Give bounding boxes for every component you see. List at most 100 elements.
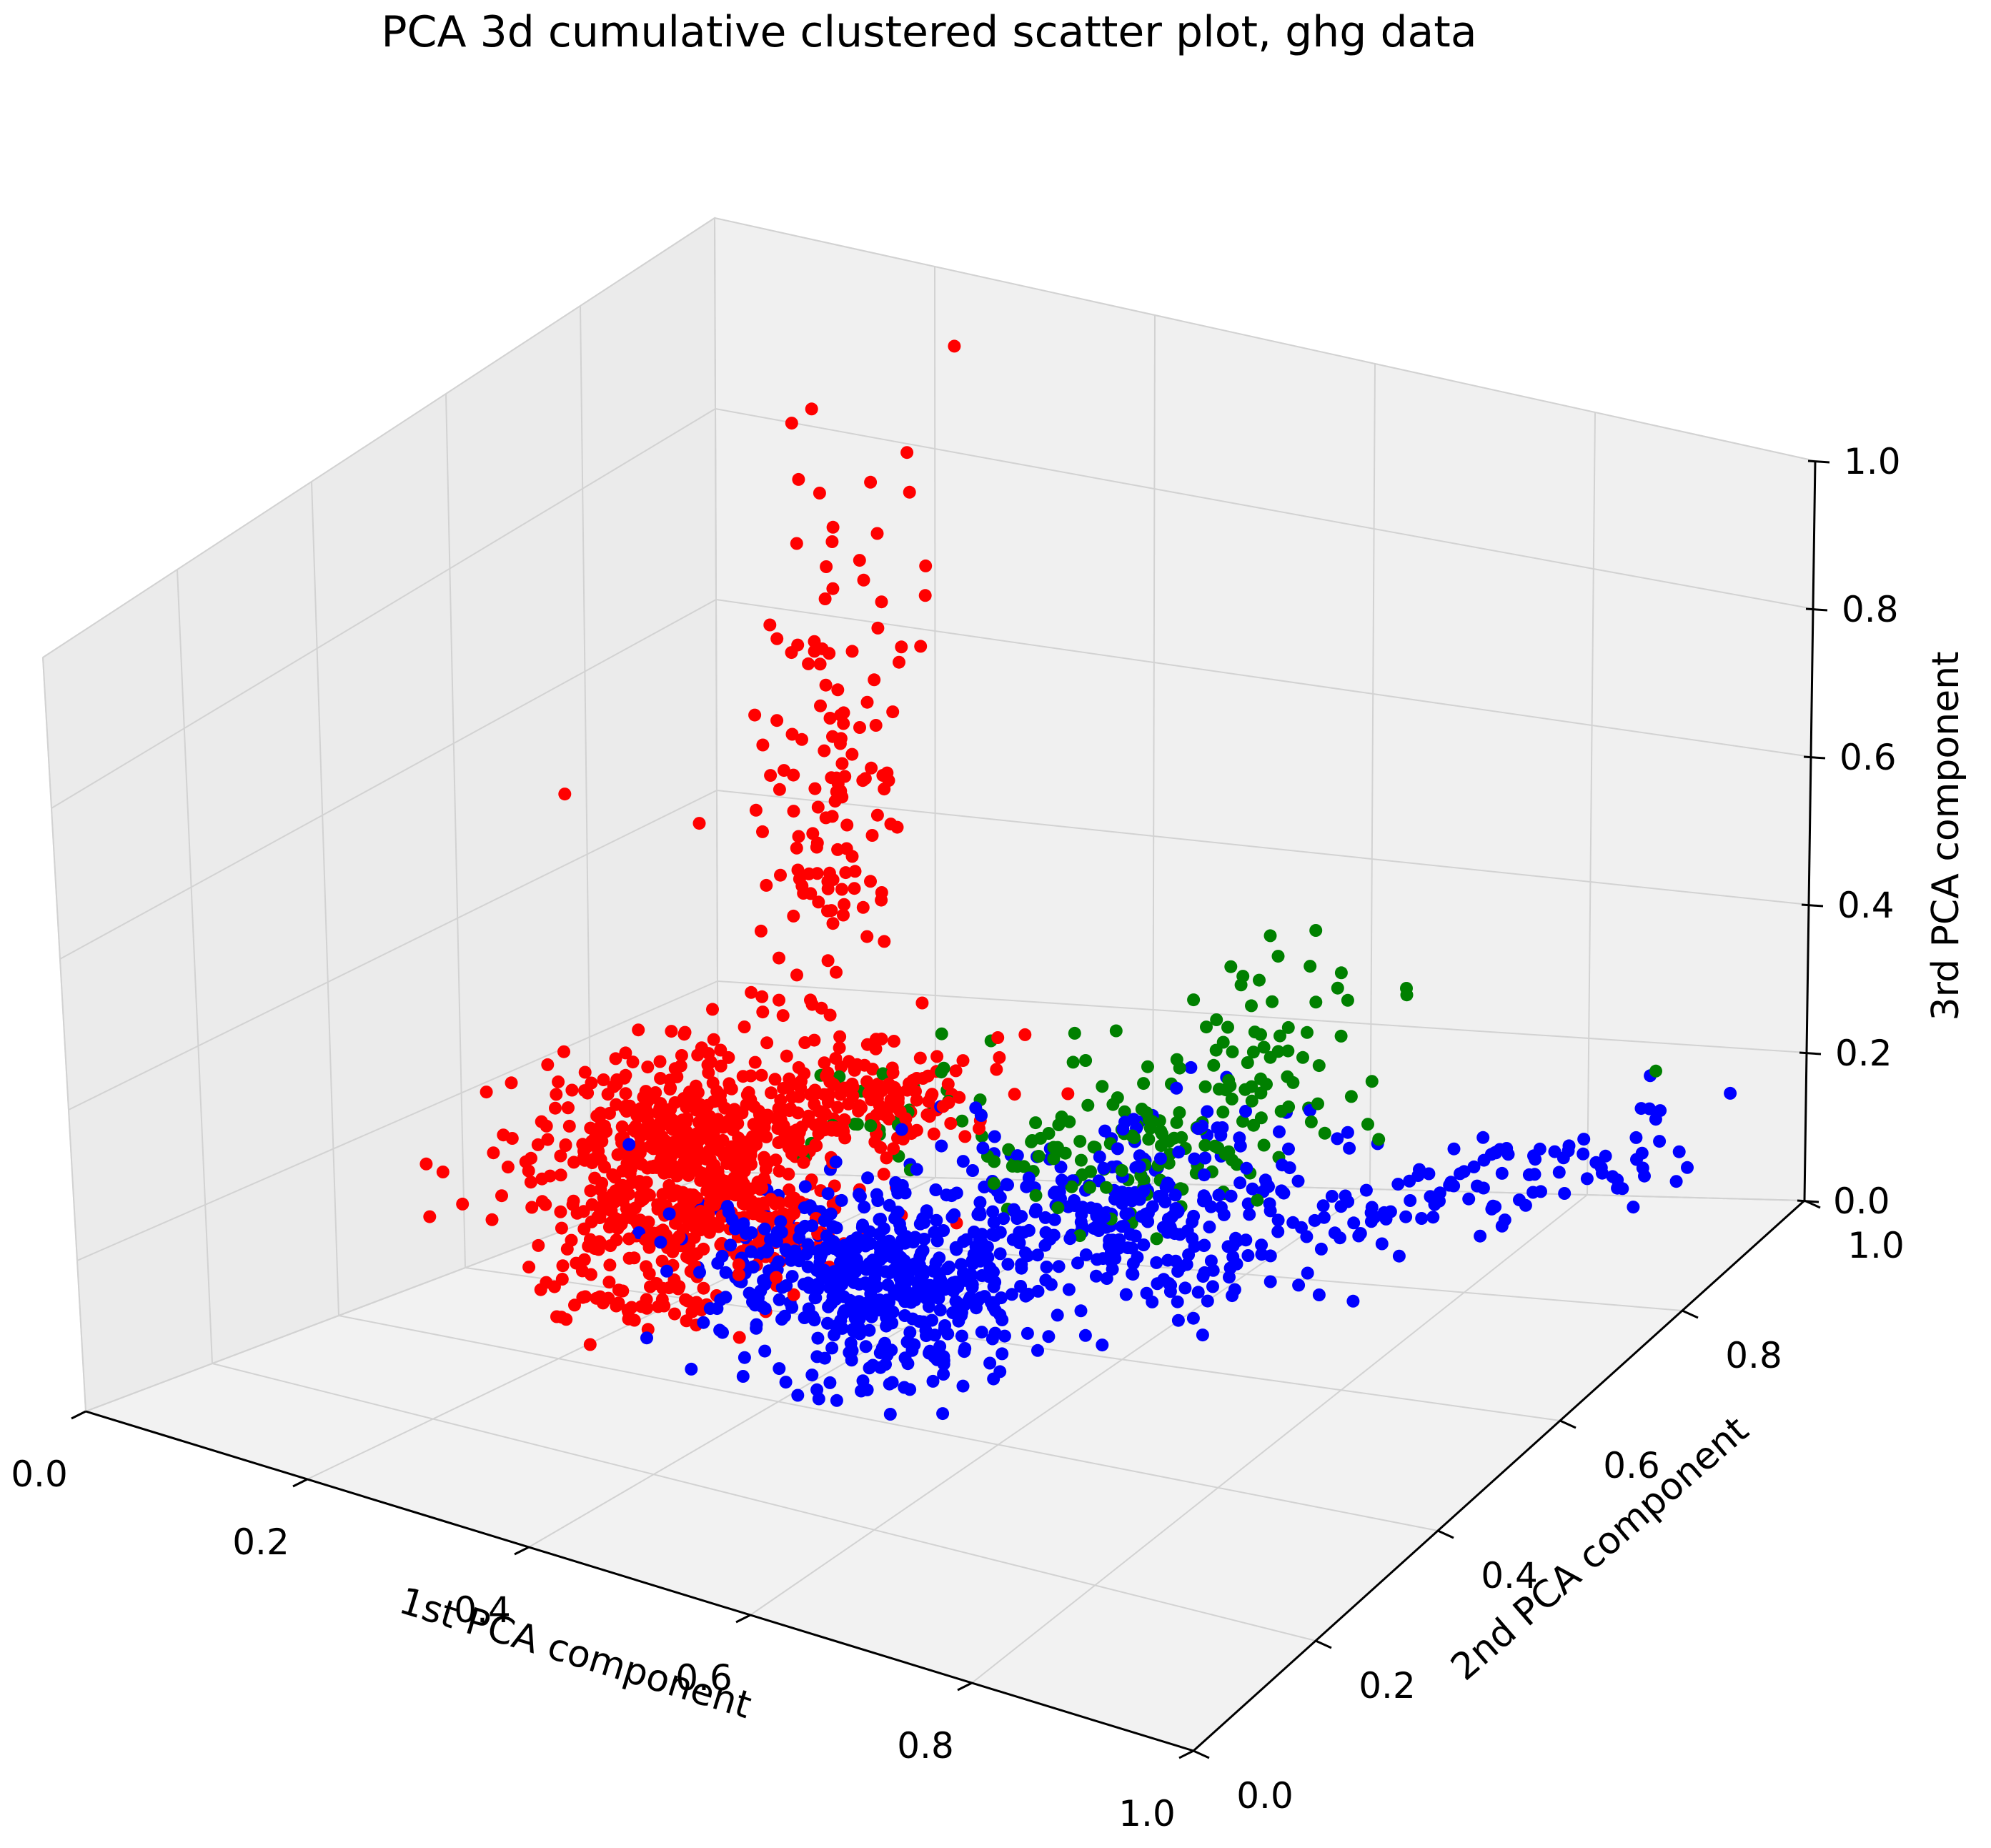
data-point [790, 968, 803, 981]
data-point [1331, 982, 1344, 995]
data-point [1201, 1295, 1214, 1308]
data-point [738, 1020, 751, 1033]
data-point [878, 1168, 890, 1181]
data-point [1142, 1133, 1155, 1146]
data-point [592, 1243, 605, 1256]
data-point [1164, 1285, 1177, 1298]
data-point [936, 1407, 949, 1420]
data-point [1553, 1166, 1566, 1178]
data-point [1458, 1165, 1471, 1178]
data-point [928, 1226, 940, 1239]
data-point [550, 1088, 562, 1101]
data-point [1292, 1278, 1305, 1291]
data-point [765, 1086, 778, 1099]
data-point [866, 829, 879, 842]
data-point [556, 1273, 569, 1286]
data-point [886, 705, 899, 718]
data-point [840, 819, 853, 832]
data-point [835, 757, 848, 770]
data-point [828, 1242, 840, 1255]
data-point [1091, 1253, 1103, 1266]
data-point [1084, 1166, 1097, 1178]
data-point [815, 1002, 828, 1015]
data-point [1496, 1220, 1509, 1233]
data-point [785, 417, 798, 429]
data-point [820, 560, 833, 573]
data-point [790, 537, 803, 550]
data-point [1258, 1040, 1271, 1053]
data-point [1116, 1164, 1128, 1177]
data-point [736, 1161, 749, 1173]
data-point [827, 873, 840, 886]
data-point [597, 1073, 610, 1086]
data-point [1638, 1170, 1651, 1183]
data-point [1282, 1101, 1295, 1113]
data-point [584, 1233, 597, 1246]
data-point [955, 1115, 968, 1128]
data-point [635, 1300, 647, 1313]
data-point [1201, 1106, 1213, 1118]
data-point [693, 1266, 706, 1278]
data-point [749, 1056, 762, 1069]
data-point [1345, 1090, 1358, 1103]
data-point [679, 1026, 692, 1039]
data-point [1141, 1060, 1154, 1073]
data-point [1075, 1208, 1088, 1221]
data-point [1264, 1204, 1277, 1217]
data-point [603, 1258, 616, 1271]
data-point [606, 1168, 619, 1181]
data-point [1053, 1260, 1066, 1273]
data-point [697, 1316, 710, 1329]
data-point [878, 783, 890, 795]
z-tick-mark [1808, 461, 1829, 462]
z-tick-label: 0.6 [1839, 737, 1897, 778]
data-point [793, 1254, 805, 1267]
data-point [1673, 1146, 1686, 1158]
data-point [764, 769, 777, 782]
data-point [1137, 1185, 1150, 1198]
data-point [1186, 1232, 1198, 1245]
data-point [1039, 1211, 1052, 1224]
data-point [930, 1214, 943, 1227]
data-point [852, 1105, 865, 1118]
data-point [870, 1188, 883, 1201]
data-point [745, 1226, 758, 1239]
x-tick-label: 0.2 [232, 1521, 289, 1563]
data-point [952, 1315, 965, 1328]
data-point [780, 1376, 793, 1389]
data-point [759, 1114, 772, 1127]
data-point [1011, 1212, 1023, 1225]
data-point [1266, 995, 1278, 1008]
data-point [554, 1206, 567, 1218]
data-point [760, 1246, 773, 1258]
data-point [612, 1296, 625, 1309]
data-point [798, 1220, 811, 1233]
data-point [1173, 1228, 1186, 1241]
data-point [660, 1265, 673, 1278]
data-point [1146, 1201, 1159, 1213]
data-point [920, 1108, 933, 1121]
data-point [682, 1169, 695, 1182]
data-point [1146, 1115, 1159, 1128]
data-point [1033, 1150, 1046, 1163]
data-point [820, 679, 833, 692]
data-point [750, 1138, 763, 1151]
data-point [685, 1252, 698, 1265]
data-point [720, 1266, 733, 1279]
data-point [773, 1197, 786, 1210]
data-point [966, 1164, 979, 1177]
data-point [948, 339, 960, 352]
data-point [805, 402, 818, 415]
data-point [1273, 1126, 1286, 1138]
z-tick-mark [1806, 609, 1827, 610]
data-point [480, 1086, 493, 1098]
data-point [1313, 1059, 1326, 1072]
data-point [933, 1340, 946, 1353]
data-point [772, 1256, 785, 1268]
data-point [878, 1337, 891, 1350]
data-point [880, 767, 893, 780]
data-point [1361, 1118, 1374, 1131]
data-point [780, 1050, 793, 1063]
data-point [812, 801, 825, 814]
data-point [602, 1276, 615, 1288]
